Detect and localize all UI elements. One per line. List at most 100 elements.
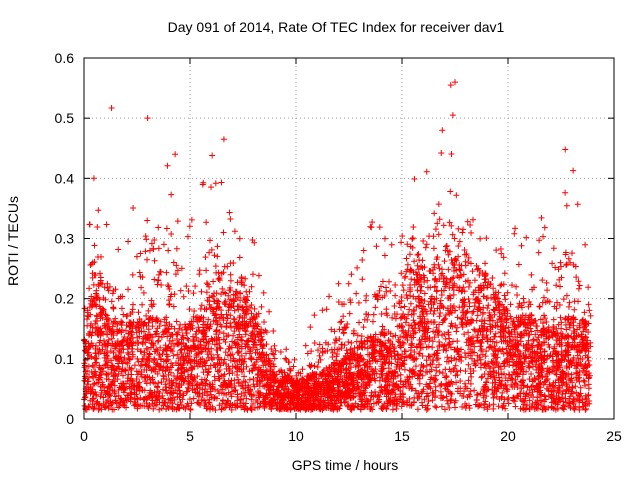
data-point xyxy=(208,184,215,191)
data-point xyxy=(389,406,396,413)
data-point xyxy=(207,305,214,312)
data-point xyxy=(528,328,535,335)
data-point xyxy=(415,251,422,258)
data-point xyxy=(444,397,451,404)
data-point xyxy=(155,245,162,252)
data-point xyxy=(424,277,431,284)
data-point xyxy=(129,271,136,278)
data-point xyxy=(465,283,472,290)
data-point xyxy=(397,342,403,349)
data-point xyxy=(486,344,493,351)
data-point xyxy=(214,253,221,260)
data-point xyxy=(219,285,226,292)
data-point xyxy=(497,282,504,289)
data-point xyxy=(248,310,255,317)
data-point xyxy=(232,340,239,347)
data-point xyxy=(381,292,388,299)
data-point xyxy=(355,299,362,306)
data-point xyxy=(437,310,444,317)
data-point xyxy=(501,292,508,299)
data-point xyxy=(523,234,530,241)
data-point xyxy=(223,333,230,340)
data-point xyxy=(461,380,468,387)
data-point xyxy=(215,276,222,283)
data-point xyxy=(445,266,452,273)
data-point xyxy=(407,300,414,307)
data-point xyxy=(149,323,156,330)
data-point xyxy=(412,363,419,370)
data-point xyxy=(447,295,454,302)
data-point xyxy=(109,290,116,297)
data-point xyxy=(432,403,439,410)
data-point xyxy=(94,223,101,230)
data-point xyxy=(155,224,162,231)
data-point xyxy=(453,328,460,335)
data-point xyxy=(471,303,478,310)
data-point xyxy=(500,254,507,261)
data-point xyxy=(291,356,298,363)
data-point xyxy=(353,290,360,297)
data-point xyxy=(160,241,167,248)
data-point xyxy=(340,313,347,320)
data-point xyxy=(115,246,122,253)
data-point xyxy=(423,168,430,175)
data-point xyxy=(179,327,186,334)
data-point xyxy=(473,317,480,324)
data-point xyxy=(335,280,342,287)
data-point xyxy=(118,305,125,312)
data-point xyxy=(255,272,262,279)
data-point xyxy=(490,394,497,401)
data-point xyxy=(501,270,508,277)
data-point xyxy=(173,245,180,252)
data-point xyxy=(534,388,541,395)
data-point xyxy=(574,201,581,208)
data-point xyxy=(430,245,437,252)
data-point xyxy=(302,342,309,349)
data-point xyxy=(269,350,276,357)
data-point xyxy=(469,268,476,275)
data-point xyxy=(386,278,393,285)
data-point xyxy=(125,238,132,245)
data-point xyxy=(576,282,583,289)
data-point xyxy=(448,150,455,157)
data-point xyxy=(397,304,404,311)
data-point xyxy=(227,277,234,284)
data-point xyxy=(120,311,127,318)
data-point xyxy=(105,287,112,294)
data-point xyxy=(135,309,142,316)
data-point xyxy=(84,316,91,323)
data-point xyxy=(435,361,442,368)
data-point xyxy=(96,270,103,277)
data-point xyxy=(566,395,573,402)
data-point xyxy=(569,250,576,257)
data-point xyxy=(471,387,478,394)
data-point xyxy=(92,318,99,325)
data-point xyxy=(457,367,464,374)
data-point xyxy=(540,294,547,301)
data-point xyxy=(248,301,255,308)
data-point xyxy=(345,339,352,346)
data-point xyxy=(366,381,373,388)
data-point xyxy=(231,228,238,235)
data-point xyxy=(260,289,267,296)
data-point xyxy=(425,398,432,405)
data-point xyxy=(445,251,452,258)
data-point xyxy=(170,352,177,359)
data-point xyxy=(109,362,116,369)
data-point xyxy=(541,403,548,410)
data-point xyxy=(458,315,465,322)
data-point xyxy=(247,355,254,362)
data-point xyxy=(473,396,480,403)
data-point xyxy=(323,306,330,313)
data-point xyxy=(173,318,180,325)
data-point xyxy=(558,319,565,326)
data-point xyxy=(403,315,410,322)
data-point xyxy=(518,242,525,249)
data-point xyxy=(462,319,469,326)
data-point xyxy=(440,287,447,294)
data-point xyxy=(511,230,518,237)
data-point xyxy=(550,316,557,323)
data-point xyxy=(212,263,219,270)
data-point xyxy=(418,287,425,294)
data-point xyxy=(456,238,463,245)
